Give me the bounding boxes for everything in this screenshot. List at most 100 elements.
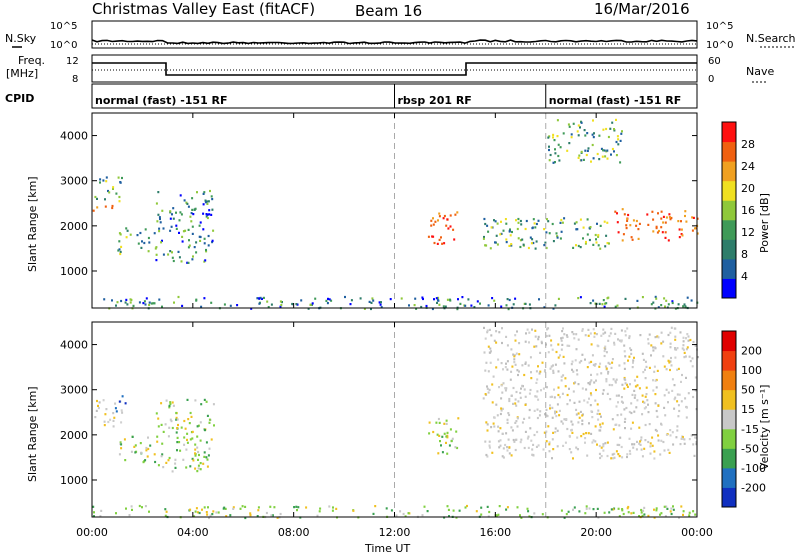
scatter-cell xyxy=(198,224,201,227)
scatter-cell xyxy=(172,259,175,263)
noise-sky-line xyxy=(91,39,698,45)
scatter-cell xyxy=(164,514,167,517)
scatter-cell xyxy=(585,240,587,244)
scatter-cell xyxy=(596,507,599,510)
scatter-cell xyxy=(644,360,647,363)
scatter-cell xyxy=(557,356,560,359)
scatter-cell xyxy=(552,307,555,310)
scatter-cell xyxy=(407,512,410,515)
scatter-cell xyxy=(186,261,189,264)
scatter-cell xyxy=(493,219,495,222)
scatter-cell xyxy=(581,414,584,417)
scatter-cell xyxy=(683,356,686,359)
scatter-cell xyxy=(250,307,253,310)
scatter-cell xyxy=(654,393,657,396)
scatter-cell xyxy=(115,304,117,307)
scatter-cell xyxy=(197,464,200,467)
cpid-segment-label: normal (fast) -151 RF xyxy=(549,94,682,107)
scatter-cell xyxy=(554,363,557,366)
scatter-cell xyxy=(557,370,560,373)
scatter-cell xyxy=(208,213,211,216)
scatter-cell xyxy=(556,429,559,432)
scatter-cell xyxy=(640,511,643,514)
scatter-cell xyxy=(483,351,486,354)
scatter-cell xyxy=(188,239,190,242)
scatter-cell xyxy=(657,336,660,339)
scatter-cell xyxy=(618,339,621,342)
scatter-cell xyxy=(576,130,579,133)
scatter-cell xyxy=(515,352,518,355)
scatter-cell xyxy=(647,223,650,226)
scatter-cell xyxy=(107,189,109,193)
scatter-cell xyxy=(205,248,207,252)
scatter-cell xyxy=(528,341,530,344)
scatter-cell xyxy=(189,508,192,511)
scatter-cell xyxy=(674,338,677,341)
scatter-cell xyxy=(229,514,232,517)
scatter-cell xyxy=(519,396,522,399)
scatter-cell xyxy=(525,219,528,223)
scatter-cell xyxy=(456,211,459,214)
scatter-cell xyxy=(577,134,580,137)
scatter-cell xyxy=(489,347,492,350)
scatter-cell xyxy=(660,439,663,442)
scatter-cell xyxy=(656,231,659,234)
scatter-cell xyxy=(667,359,670,362)
scatter-cell xyxy=(594,363,597,366)
scatter-cell xyxy=(496,222,499,225)
scatter-cell xyxy=(443,214,446,218)
scatter-cell xyxy=(636,375,639,378)
scatter-cell xyxy=(562,355,565,358)
scatter-cell xyxy=(490,334,493,337)
scatter-cell xyxy=(554,412,557,415)
scatter-cell xyxy=(204,201,207,204)
scatter-cell xyxy=(648,333,651,336)
scatter-cell xyxy=(566,344,569,347)
scatter-cell xyxy=(139,231,142,235)
scatter-cell xyxy=(486,505,489,508)
scatter-cell xyxy=(616,443,619,446)
scatter-cell xyxy=(637,228,640,231)
scatter-cell xyxy=(553,396,556,399)
scatter-cell xyxy=(523,373,526,377)
scatter-cell xyxy=(428,432,431,435)
scatter-cell xyxy=(604,155,607,158)
scatter-cell xyxy=(664,221,667,224)
scatter-cell xyxy=(543,306,546,309)
scatter-cell xyxy=(672,508,675,511)
scatter-cell xyxy=(486,455,489,458)
scatter-cell xyxy=(169,418,172,421)
scatter-cell xyxy=(441,435,444,438)
scatter-cell xyxy=(332,506,334,509)
scatter-cell xyxy=(655,378,658,382)
scatter-cell xyxy=(632,219,635,222)
scatter-cell xyxy=(696,217,699,220)
scatter-cell xyxy=(584,512,587,515)
scatter-cell xyxy=(480,513,483,516)
scatter-cell xyxy=(663,449,666,452)
scatter-cell xyxy=(259,296,262,299)
scatter-cell xyxy=(679,443,682,446)
scatter-cell xyxy=(510,370,513,373)
scatter-cell xyxy=(516,425,519,428)
scatter-cell xyxy=(640,438,643,442)
scatter-cell xyxy=(661,231,664,234)
scatter-cell xyxy=(578,510,581,513)
scatter-cell xyxy=(389,298,392,301)
scatter-cell xyxy=(281,301,283,304)
scatter-cell xyxy=(493,299,496,302)
scatter-cell xyxy=(506,421,509,424)
scatter-cell xyxy=(138,504,141,508)
scatter-cell xyxy=(533,409,536,412)
scatter-cell xyxy=(402,512,405,516)
scatter-cell xyxy=(587,382,590,385)
scatter-cell xyxy=(549,404,551,407)
scatter-cell xyxy=(513,361,516,364)
scatter-cell xyxy=(562,132,565,135)
scatter-cell xyxy=(209,514,212,517)
scatter-cell xyxy=(671,431,674,434)
scatter-cell xyxy=(678,516,680,519)
scatter-cell xyxy=(598,412,601,416)
scatter-cell xyxy=(604,347,607,350)
scatter-cell xyxy=(595,388,597,392)
